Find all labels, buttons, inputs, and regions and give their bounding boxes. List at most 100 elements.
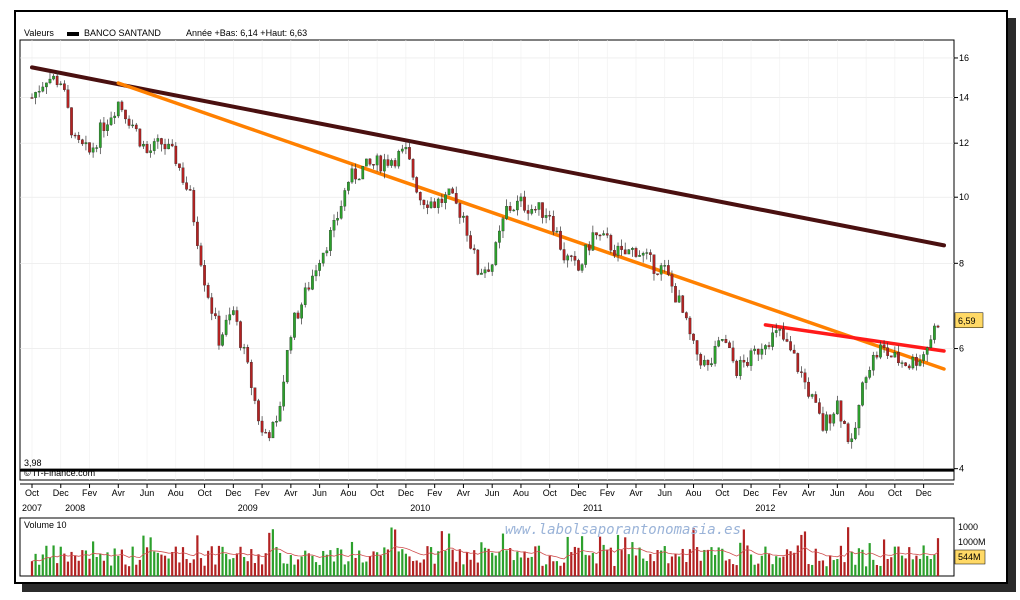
volume-bar <box>717 547 720 576</box>
volume-bar <box>890 557 893 576</box>
candle-body <box>846 423 850 443</box>
volume-bar <box>63 553 66 576</box>
volume-bar <box>602 544 605 576</box>
candle-body <box>753 348 756 351</box>
time-axis: Oct Dec Fev Avr Jun Aou Oct Dec Fev Avr Jun Aou Oct D… <box>20 483 954 513</box>
candle-body <box>469 235 472 249</box>
candle-body <box>702 359 706 366</box>
volume-bar <box>864 566 868 576</box>
candle-body <box>41 86 45 92</box>
volume-bar <box>257 554 260 576</box>
candle-body <box>134 124 138 130</box>
candle-body <box>120 101 124 111</box>
volume-bar <box>519 557 523 576</box>
candle-body <box>541 202 544 218</box>
credit-label: © IT-Finance.com <box>24 468 95 478</box>
candle-body <box>347 181 350 191</box>
volume-bar <box>821 560 825 576</box>
volume-bar <box>911 559 914 576</box>
candle-body <box>217 315 221 346</box>
candle-body <box>400 148 404 152</box>
candle-body <box>418 192 422 201</box>
volume-bar <box>548 556 551 576</box>
candle-body <box>530 209 534 214</box>
volume-bar <box>48 557 52 576</box>
volume-bar <box>487 548 490 576</box>
time-tick-label: Oct <box>25 488 40 498</box>
time-tick-label: Fev <box>600 488 616 498</box>
candle-body <box>307 287 311 290</box>
volume-bar <box>404 553 408 576</box>
candle-body <box>77 135 81 140</box>
candle-body <box>181 167 185 183</box>
volume-bar <box>879 565 882 576</box>
time-tick-label: Dec <box>570 488 587 498</box>
volume-bar <box>778 557 781 576</box>
candle-body <box>526 210 530 214</box>
volume-bar <box>376 552 379 576</box>
candle-body <box>210 297 214 314</box>
candle-body <box>645 252 649 254</box>
volume-bar <box>84 550 88 576</box>
candle-body <box>641 252 645 256</box>
candle-body <box>278 406 282 422</box>
price-tick-label: 4 <box>959 464 964 474</box>
volume-bar <box>350 541 354 576</box>
candle-body <box>684 312 688 319</box>
candle-body <box>713 346 717 364</box>
year-label: 2007 <box>22 503 42 513</box>
volume-bar <box>775 556 778 576</box>
candle-body <box>332 220 336 231</box>
volume-bar <box>59 546 62 576</box>
candle-body <box>34 92 37 98</box>
candle-body <box>285 350 289 383</box>
volume-bar <box>749 554 753 576</box>
volume-bar <box>915 555 918 576</box>
candle-body <box>760 348 764 355</box>
volume-bar <box>645 561 648 576</box>
candle-body <box>321 252 325 264</box>
volume-bar <box>760 555 763 576</box>
volume-bar <box>109 565 113 576</box>
candle-body <box>832 413 836 424</box>
candle-body <box>782 328 785 340</box>
candle-body <box>710 363 713 366</box>
candle-body <box>52 75 55 80</box>
candle-body <box>544 215 548 218</box>
candle-body <box>638 255 641 257</box>
volume-bar <box>95 556 98 576</box>
price-tick-label: 14 <box>959 93 969 103</box>
volume-bar <box>699 560 702 576</box>
volume-bar <box>142 535 145 576</box>
candle-body <box>577 260 580 271</box>
volume-bar <box>66 561 70 576</box>
candle-body <box>818 402 821 414</box>
support-value-label: 3,98 <box>24 458 42 468</box>
candle-body <box>462 215 465 218</box>
time-tick-label: Jun <box>658 488 673 498</box>
candle-body <box>91 147 95 153</box>
volume-bar <box>232 558 235 576</box>
volume-bar <box>591 553 594 576</box>
volume-bar <box>92 541 95 576</box>
volume-bar <box>358 550 361 576</box>
candle-body <box>124 109 127 120</box>
volume-bar <box>426 546 429 576</box>
volume-average-line <box>31 546 939 562</box>
candle-body <box>875 354 879 358</box>
volume-bar <box>595 563 598 576</box>
candle-body <box>390 160 393 166</box>
volume-bar <box>829 555 832 576</box>
volume-bar <box>289 555 292 576</box>
volume-bar <box>476 562 479 576</box>
volume-bar <box>746 545 749 576</box>
volume-bar <box>307 553 310 576</box>
volume-bar <box>322 550 325 576</box>
volume-bar <box>616 534 620 576</box>
volume-bar <box>685 561 688 576</box>
candle-body <box>922 354 925 361</box>
volume-bar <box>419 562 422 576</box>
volume-bar <box>483 547 487 576</box>
candle-body <box>505 206 508 219</box>
candle-body <box>311 275 314 290</box>
